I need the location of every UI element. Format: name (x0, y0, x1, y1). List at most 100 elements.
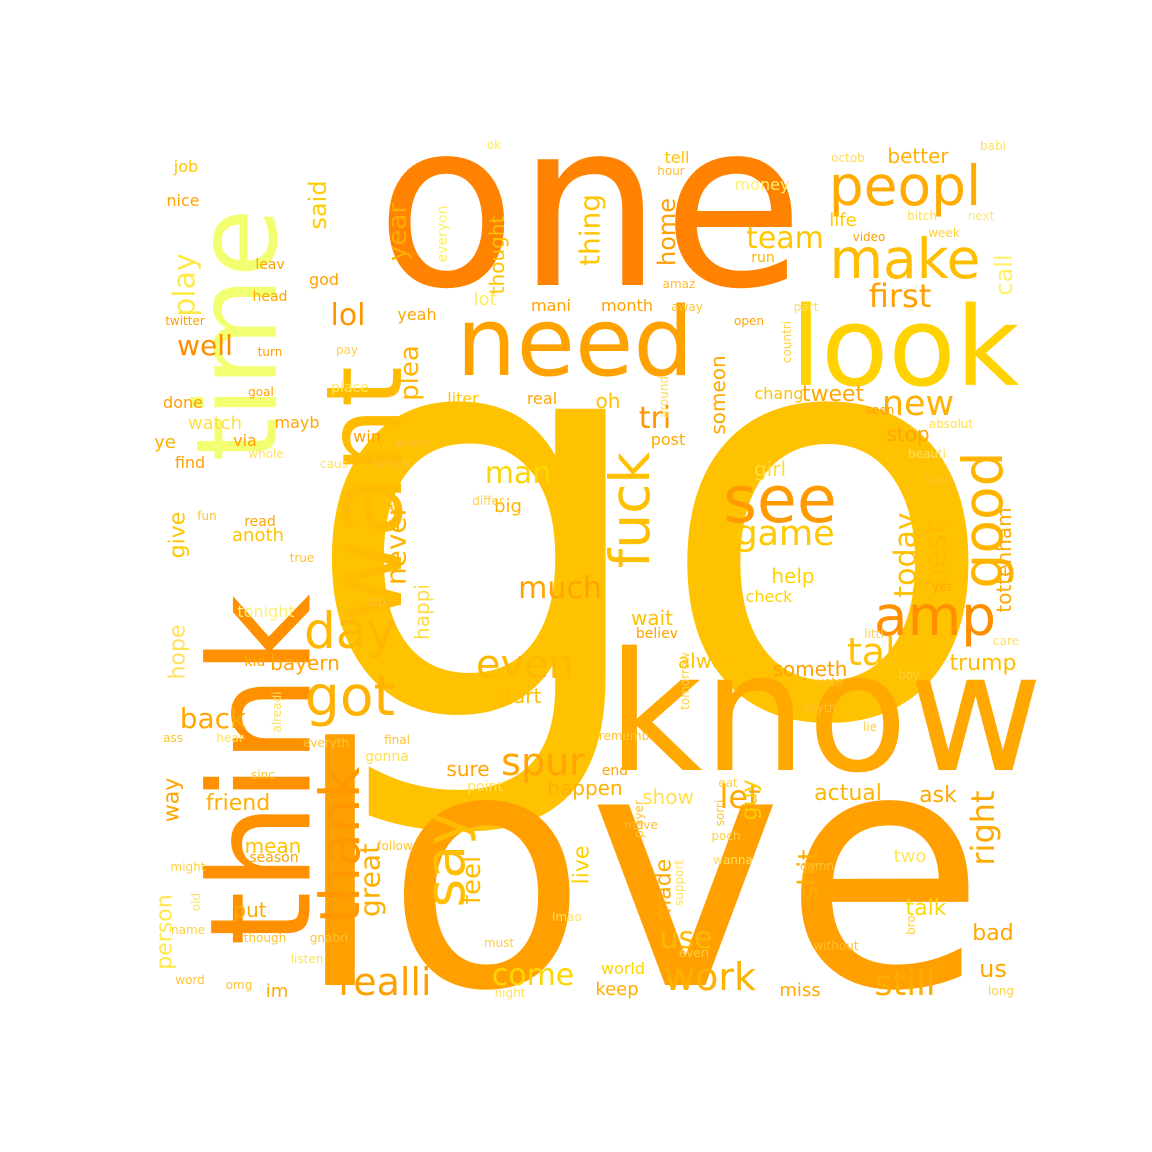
word-girl: girl (754, 457, 786, 481)
word-time: time (173, 208, 303, 461)
word-well: well (177, 329, 233, 362)
word-keep: keep (595, 979, 638, 1000)
word-watch: watch (188, 413, 242, 434)
word-school: school (373, 457, 411, 471)
word-night: night (495, 986, 526, 1000)
word-right: right (964, 790, 1002, 865)
word-man: man (485, 456, 552, 491)
word-vote: vote (817, 675, 844, 689)
word-point: point (467, 779, 503, 795)
word-week: week (928, 226, 960, 240)
word-need: need (456, 288, 693, 398)
word-pay: pay (336, 343, 358, 357)
word-part: part (794, 300, 819, 314)
word-call: call (990, 254, 1018, 295)
word-tottenham: tottenham (992, 507, 1016, 612)
word-help: help (771, 564, 814, 588)
word-check: check (746, 587, 794, 606)
word-leav: leav (255, 257, 284, 273)
word-new: new (882, 384, 954, 424)
word-bitch: bitch (907, 209, 937, 223)
word-end: end (602, 763, 628, 779)
word-tell: tell (664, 148, 689, 167)
word-day: day (304, 602, 396, 660)
word-video: video (853, 230, 886, 244)
word-better: better (887, 144, 949, 168)
word-tomorrow: tomorrow (678, 652, 692, 710)
word-realli: realli (338, 960, 431, 1004)
word-use: use (659, 921, 712, 956)
word-damn: damn (800, 859, 834, 873)
word-seen: seen (866, 403, 895, 417)
word-us: us (979, 955, 1007, 983)
word-today: today (889, 512, 924, 597)
word-first: first (869, 277, 932, 315)
word-hour: hour (657, 164, 685, 178)
word-lol: lol (330, 298, 365, 333)
word-think: think (181, 594, 344, 946)
word-omg: omg (226, 978, 253, 992)
word-nice: nice (166, 191, 199, 210)
word-bad: bad (972, 921, 1013, 946)
word-want: want (304, 366, 426, 624)
word-hear: hear (216, 731, 243, 745)
word-spur: spur (501, 740, 585, 784)
word-feel: feel (457, 856, 487, 904)
word-yeah: yeah (397, 305, 436, 324)
word-stop: stop (886, 422, 929, 446)
word-hate: hate (402, 421, 434, 437)
word-open: open (734, 314, 764, 328)
word-fuck: fuck (598, 452, 662, 568)
word-put: put (233, 898, 266, 922)
word-chang: chang (754, 384, 803, 403)
word-goal: goal (248, 385, 274, 399)
word-wanna: wanna (713, 853, 753, 867)
word-big: big (494, 496, 522, 517)
word-mayb: mayb (274, 413, 319, 432)
word-wrong: wrong (394, 436, 431, 450)
word-old: old (189, 893, 203, 911)
word-way: way (160, 778, 185, 823)
word-happen: happen (547, 776, 622, 800)
word-care: care (993, 634, 1019, 648)
word-differ: differ (472, 494, 504, 508)
word-listen: listen (291, 952, 324, 966)
word-head: head (253, 289, 288, 305)
word-anyth: anyth (802, 701, 836, 715)
word-said: said (304, 180, 332, 229)
word-im: im (266, 981, 289, 1002)
word-wait: wait (631, 606, 673, 630)
word-believ: believ (636, 626, 678, 642)
word-win: win (353, 427, 381, 446)
word-back: back (180, 702, 247, 735)
word-money: money (735, 175, 790, 194)
word-great: great (354, 843, 387, 917)
word-player: player (632, 800, 646, 838)
word-anoth: anoth (232, 525, 284, 546)
word-noth: noth (498, 810, 530, 826)
word-final: final (384, 733, 410, 747)
word-mean: mean (245, 834, 302, 858)
word-move: move (624, 818, 658, 832)
word-done: done (163, 393, 203, 412)
word-person: person (153, 894, 178, 969)
word-fun: fun (197, 509, 216, 523)
word-live: live (570, 846, 595, 885)
word-turn: turn (258, 345, 283, 359)
word-made: made (652, 859, 677, 921)
word-one: one (376, 73, 804, 340)
word-shit: shit (792, 849, 825, 900)
word-go: go (301, 196, 999, 848)
word-lie: lie (863, 720, 877, 734)
word-tonight: tonight (237, 602, 294, 621)
word-hope: hope (166, 625, 191, 680)
word-bro: bro (904, 915, 918, 935)
word-ok: ok (487, 138, 501, 152)
word-tri: tri (639, 401, 671, 436)
word-top: top (366, 595, 386, 609)
word-beauti: beauti (908, 447, 946, 461)
word-real: real (527, 389, 557, 408)
word-might: might (171, 860, 206, 874)
word-gnabri: gnabri (310, 931, 348, 945)
